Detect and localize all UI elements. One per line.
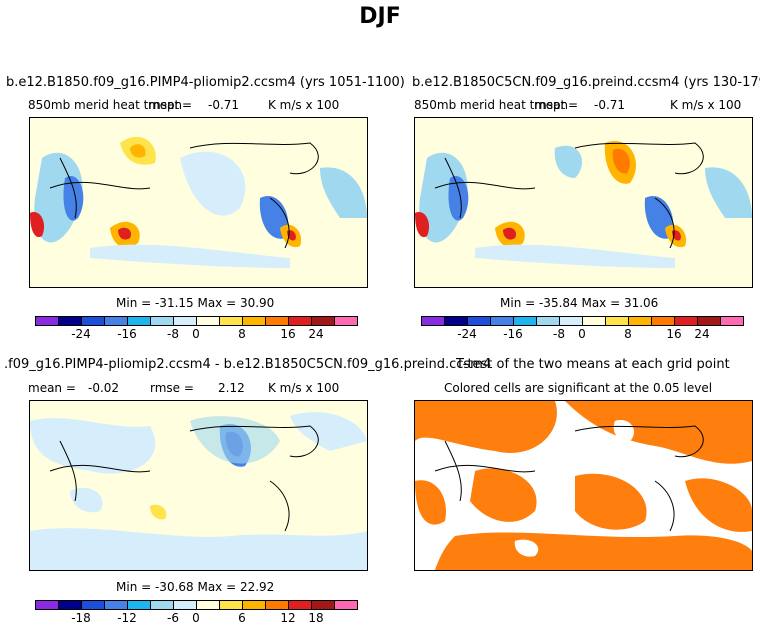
colorbar-swatch: [243, 601, 266, 609]
panel1-mean: -0.71: [208, 98, 240, 112]
colorbar-swatch: [197, 317, 220, 325]
panel2-map: [414, 117, 753, 288]
colorbar-swatch: [220, 317, 243, 325]
panel3-tick: -18: [71, 611, 91, 625]
colorbar-swatch: [151, 317, 174, 325]
colorbar-swatch: [289, 601, 312, 609]
panel3-units: K m/s x 100: [268, 381, 340, 395]
panel3-tick: 6: [238, 611, 246, 625]
colorbar-swatch: [629, 317, 652, 325]
panel1-variable: 850mb merid heat trnspt: [28, 98, 180, 112]
colorbar-swatch: [174, 317, 197, 325]
panel3-tick: -12: [117, 611, 137, 625]
panel3-rmse: 2.12: [218, 381, 245, 395]
colorbar-swatch: [335, 317, 357, 325]
panel2-variable: 850mb merid heat trnspt: [414, 98, 566, 112]
panel2-title: b.e12.B1850C5CN.f09_g16.preind.ccsm4 (yr…: [412, 75, 760, 90]
panel2-tick: 8: [624, 327, 632, 341]
panel1-tick: 0: [192, 327, 200, 341]
colorbar-swatch: [583, 317, 606, 325]
colorbar-swatch: [468, 317, 491, 325]
panel1-tick: -24: [71, 327, 91, 341]
colorbar-swatch: [514, 317, 537, 325]
panel1-tick: -8: [167, 327, 179, 341]
panel2-tick: 16: [666, 327, 682, 341]
colorbar-swatch: [335, 601, 357, 609]
colorbar-swatch: [82, 601, 105, 609]
colorbar-swatch: [266, 317, 289, 325]
colorbar-swatch: [312, 317, 335, 325]
colorbar-swatch: [174, 601, 197, 609]
colorbar-swatch: [220, 601, 243, 609]
panel2-minmax: Min = -35.84 Max = 31.06: [500, 296, 659, 310]
panel3-tick: 18: [308, 611, 324, 625]
panel1-colorbar: [35, 316, 358, 326]
colorbar-swatch: [675, 317, 698, 325]
panel3-tick: 12: [280, 611, 296, 625]
panel4-map: [414, 400, 753, 571]
colorbar-swatch: [36, 317, 59, 325]
panel1-tick: 24: [308, 327, 324, 341]
main-title: DJF: [359, 4, 401, 29]
panel3-map: [29, 400, 368, 571]
colorbar-swatch: [289, 317, 312, 325]
colorbar-swatch: [243, 317, 266, 325]
panel2-tick: 24: [694, 327, 710, 341]
colorbar-swatch: [491, 317, 514, 325]
colorbar-swatch: [105, 317, 128, 325]
panel1-map: [29, 117, 368, 288]
panel1-tick: 16: [280, 327, 296, 341]
colorbar-swatch: [312, 601, 335, 609]
panel3-rmse-label: rmse =: [150, 381, 194, 395]
colorbar-swatch: [698, 317, 721, 325]
colorbar-swatch: [606, 317, 629, 325]
panel1-tick: 8: [238, 327, 246, 341]
panel3-colorbar: [35, 600, 358, 610]
panel1-tick: -16: [117, 327, 137, 341]
colorbar-swatch: [537, 317, 560, 325]
panel1-mean-label: mean=: [148, 98, 193, 112]
panel2-colorbar: [421, 316, 744, 326]
panel3-mean: -0.02: [88, 381, 120, 395]
panel2-tick: -24: [457, 327, 477, 341]
colorbar-swatch: [445, 317, 468, 325]
colorbar-swatch: [128, 601, 151, 609]
panel1-minmax: Min = -31.15 Max = 30.90: [116, 296, 275, 310]
colorbar-swatch: [128, 317, 151, 325]
panel4-subtitle: Colored cells are significant at the 0.0…: [444, 381, 713, 395]
colorbar-swatch: [82, 317, 105, 325]
colorbar-swatch: [422, 317, 445, 325]
panel2-mean: -0.71: [594, 98, 626, 112]
colorbar-swatch: [59, 601, 82, 609]
panel2-tick: -8: [553, 327, 565, 341]
panel1-units: K m/s x 100: [268, 98, 340, 112]
panel3-mean-label: mean =: [28, 381, 76, 395]
colorbar-swatch: [560, 317, 583, 325]
colorbar-swatch: [105, 601, 128, 609]
panel1-title: b.e12.B1850.f09_g16.PIMP4-pliomip2.ccsm4…: [6, 75, 405, 90]
panel2-mean-label: mean=: [534, 98, 579, 112]
panel3-tick: -6: [167, 611, 179, 625]
panel2-tick: -16: [503, 327, 523, 341]
panel2-tick: 0: [578, 327, 586, 341]
panel3-minmax: Min = -30.68 Max = 22.92: [116, 580, 275, 594]
colorbar-swatch: [151, 601, 174, 609]
colorbar-swatch: [197, 601, 220, 609]
panel3-title: .f09_g16.PIMP4-pliomip2.ccsm4 - b.e12.B1…: [4, 357, 492, 372]
colorbar-swatch: [652, 317, 675, 325]
panel4-title: T-test of the two means at each grid poi…: [456, 357, 730, 372]
colorbar-swatch: [59, 317, 82, 325]
colorbar-swatch: [266, 601, 289, 609]
panel2-units: K m/s x 100: [670, 98, 742, 112]
colorbar-swatch: [36, 601, 59, 609]
colorbar-swatch: [721, 317, 743, 325]
panel3-tick: 0: [192, 611, 200, 625]
